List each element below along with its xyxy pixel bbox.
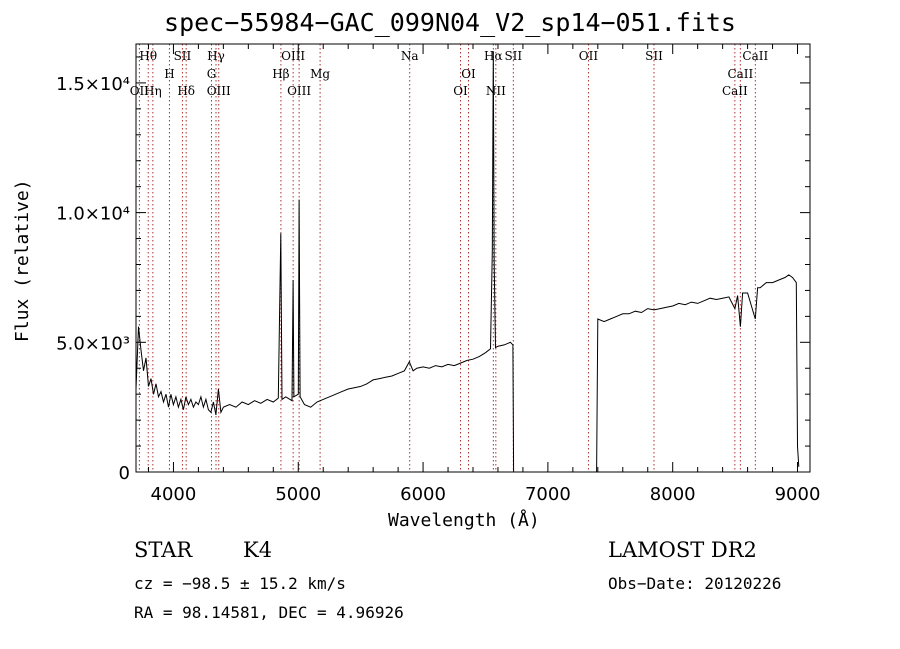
- line-label: OIII: [287, 84, 311, 98]
- line-label: Hδ: [177, 84, 195, 98]
- line-label: NII: [486, 84, 506, 98]
- object-class: STAR: [134, 538, 193, 562]
- x-tick-label: 9000: [775, 484, 821, 505]
- spectrum-series-line: [135, 51, 800, 473]
- spectral-line-labels: HθOIIHηHSIIHδHγGOIIIOIIIHβOIIIMgNaOIOIHα…: [130, 49, 769, 98]
- x-tick-label: 4000: [151, 484, 197, 505]
- x-axis-label: Wavelength (Å): [388, 510, 540, 531]
- line-label: SII: [504, 49, 522, 63]
- x-axis: 4000 5000 6000 7000 8000 9000: [147, 44, 821, 505]
- line-label: SII: [645, 49, 663, 63]
- y-tick-label: 1.5×10⁴: [56, 74, 130, 95]
- line-label: OIII: [281, 49, 305, 63]
- x-tick-label: 6000: [400, 484, 446, 505]
- line-label: CaII: [727, 67, 753, 81]
- line-label: SII: [174, 49, 192, 63]
- y-axis: 0 5.0×10³ 1.0×10⁴ 1.5×10⁴: [56, 56, 810, 484]
- line-label: OII: [579, 49, 599, 63]
- line-label: Mg: [310, 67, 330, 81]
- chart-title: spec−55984−GAC_099N04_V2_sp14−051.fits: [164, 8, 736, 37]
- y-tick-label: 5.0×10³: [56, 333, 130, 354]
- line-label: OII: [130, 84, 150, 98]
- line-label: CaII: [722, 84, 748, 98]
- line-label: Hβ: [272, 67, 289, 81]
- line-label: Hα: [484, 49, 503, 63]
- x-tick-label: 5000: [275, 484, 321, 505]
- line-label: Hγ: [207, 49, 225, 63]
- object-subclass: K4: [243, 538, 273, 562]
- x-tick-label: 8000: [650, 484, 696, 505]
- line-label: OI: [453, 84, 468, 98]
- observation-date: Obs−Date: 20120226: [608, 574, 782, 593]
- line-label: G: [207, 67, 217, 81]
- spectral-line-markers: [138, 44, 756, 472]
- line-label: Na: [401, 49, 419, 63]
- line-label: OIII: [207, 84, 231, 98]
- line-label: OI: [461, 67, 476, 81]
- line-label: CaII: [742, 49, 768, 63]
- x-tick-label: 7000: [525, 484, 571, 505]
- line-label: H: [164, 67, 174, 81]
- y-tick-label: 0: [119, 463, 130, 484]
- survey-name: LAMOST DR2: [608, 538, 757, 562]
- line-label: Hη: [144, 84, 162, 98]
- coordinates: RA = 98.14581, DEC = 4.96926: [134, 603, 404, 622]
- plot-frame: [135, 43, 811, 473]
- y-tick-label: 1.0×10⁴: [56, 204, 130, 225]
- y-axis-label: Flux (relative): [12, 179, 33, 342]
- redshift-velocity: cz = −98.5 ± 15.2 km/s: [134, 574, 346, 593]
- line-label: Hθ: [139, 49, 157, 63]
